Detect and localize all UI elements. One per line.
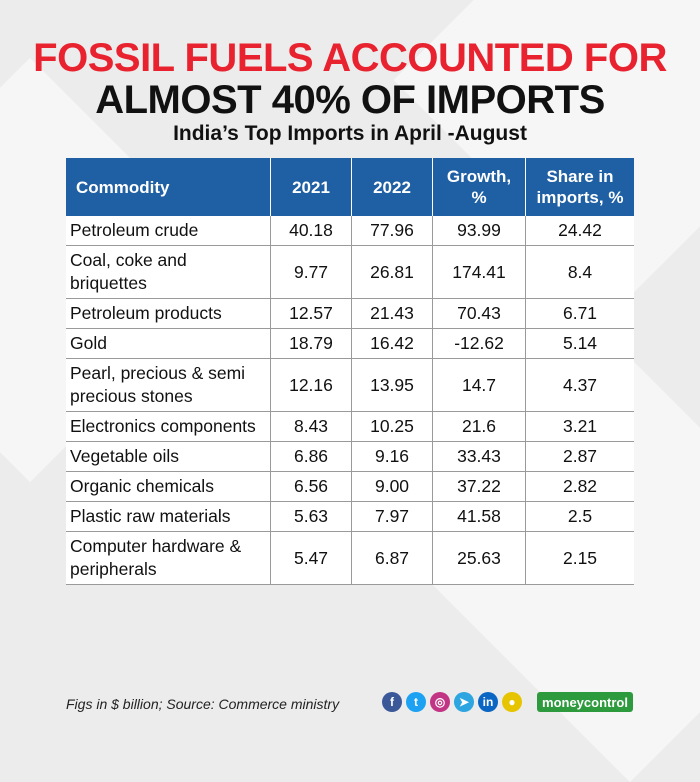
value-2022-cell: 16.42 xyxy=(351,328,433,359)
column-header-share: Share in imports, % xyxy=(525,158,634,216)
social-icons: f t ◎ ➤ in ● xyxy=(382,692,522,712)
share-cell: 24.42 xyxy=(525,216,634,246)
value-2022-cell: 77.96 xyxy=(351,216,433,246)
share-cell: 3.21 xyxy=(525,411,634,442)
growth-cell: 41.58 xyxy=(432,501,526,532)
growth-cell: 37.22 xyxy=(432,471,526,502)
table-row: Electronics components 8.43 10.25 21.6 3.21 xyxy=(66,411,634,442)
value-2022-cell: 9.00 xyxy=(351,471,433,502)
value-2022-cell: 13.95 xyxy=(351,358,433,412)
commodity-cell: Gold xyxy=(66,328,271,359)
title-line-1: FOSSIL FUELS ACCOUNTED FOR xyxy=(33,36,667,80)
imports-table: Commodity 2021 2022 Growth, % Share in i… xyxy=(66,158,634,585)
share-cell: 2.87 xyxy=(525,441,634,472)
table-row: Coal, coke and briquettes 9.77 26.81 174.41… xyxy=(66,245,634,299)
value-2021-cell: 6.56 xyxy=(270,471,352,502)
commodity-cell: Plastic raw materials xyxy=(66,501,271,532)
growth-cell: -12.62 xyxy=(432,328,526,359)
value-2021-cell: 12.16 xyxy=(270,358,352,412)
table-body: Petroleum crude 40.18 77.96 93.99 24.42 Coal,… xyxy=(66,216,634,585)
snapchat-icon[interactable]: ● xyxy=(502,692,522,712)
source-note: Figs in $ billion; Source: Commerce mini… xyxy=(66,696,340,712)
growth-cell: 21.6 xyxy=(432,411,526,442)
value-2021-cell: 18.79 xyxy=(270,328,352,359)
share-cell: 5.14 xyxy=(525,328,634,359)
value-2021-cell: 6.86 xyxy=(270,441,352,472)
column-header-2022: 2022 xyxy=(351,158,433,216)
table-row: Gold 18.79 16.42 -12.62 5.14 xyxy=(66,328,634,359)
growth-cell: 93.99 xyxy=(432,216,526,246)
column-header-commodity: Commodity xyxy=(66,158,271,216)
growth-cell: 33.43 xyxy=(432,441,526,472)
commodity-cell: Computer hardware & peripherals xyxy=(66,531,271,585)
growth-cell: 70.43 xyxy=(432,298,526,329)
value-2022-cell: 21.43 xyxy=(351,298,433,329)
value-2022-cell: 6.87 xyxy=(351,531,433,585)
linkedin-icon[interactable]: in xyxy=(478,692,498,712)
table-row: Organic chemicals 6.56 9.00 37.22 2.82 xyxy=(66,471,634,502)
instagram-icon[interactable]: ◎ xyxy=(430,692,450,712)
facebook-icon[interactable]: f xyxy=(382,692,402,712)
value-2021-cell: 40.18 xyxy=(270,216,352,246)
subtitle: India’s Top Imports in April -August xyxy=(173,122,527,145)
commodity-cell: Petroleum products xyxy=(66,298,271,329)
commodity-cell: Petroleum crude xyxy=(66,216,271,246)
table-row: Pearl, precious & semi precious stones 12… xyxy=(66,358,634,412)
growth-cell: 25.63 xyxy=(432,531,526,585)
share-cell: 6.71 xyxy=(525,298,634,329)
value-2022-cell: 9.16 xyxy=(351,441,433,472)
title-line-2: ALMOST 40% OF IMPORTS xyxy=(95,78,605,122)
moneycontrol-logo: moneycontrol xyxy=(537,692,633,712)
share-cell: 4.37 xyxy=(525,358,634,412)
value-2022-cell: 7.97 xyxy=(351,501,433,532)
twitter-icon[interactable]: t xyxy=(406,692,426,712)
growth-cell: 174.41 xyxy=(432,245,526,299)
share-cell: 2.82 xyxy=(525,471,634,502)
table-row: Petroleum products 12.57 21.43 70.43 6.71 xyxy=(66,298,634,329)
commodity-cell: Coal, coke and briquettes xyxy=(66,245,271,299)
table-row: Vegetable oils 6.86 9.16 33.43 2.87 xyxy=(66,441,634,472)
value-2022-cell: 10.25 xyxy=(351,411,433,442)
column-header-2021: 2021 xyxy=(270,158,352,216)
commodity-cell: Pearl, precious & semi precious stones xyxy=(66,358,271,412)
commodity-cell: Electronics components xyxy=(66,411,271,442)
table-row: Computer hardware & peripherals 5.47 6.87 2… xyxy=(66,531,634,585)
column-header-growth: Growth, % xyxy=(432,158,526,216)
share-cell: 2.5 xyxy=(525,501,634,532)
value-2021-cell: 12.57 xyxy=(270,298,352,329)
share-cell: 8.4 xyxy=(525,245,634,299)
value-2021-cell: 5.63 xyxy=(270,501,352,532)
value-2021-cell: 8.43 xyxy=(270,411,352,442)
telegram-icon[interactable]: ➤ xyxy=(454,692,474,712)
value-2021-cell: 9.77 xyxy=(270,245,352,299)
value-2021-cell: 5.47 xyxy=(270,531,352,585)
commodity-cell: Organic chemicals xyxy=(66,471,271,502)
commodity-cell: Vegetable oils xyxy=(66,441,271,472)
share-cell: 2.15 xyxy=(525,531,634,585)
growth-cell: 14.7 xyxy=(432,358,526,412)
table-header-row: Commodity 2021 2022 Growth, % Share in i… xyxy=(66,158,634,216)
table-row: Petroleum crude 40.18 77.96 93.99 24.42 xyxy=(66,216,634,246)
value-2022-cell: 26.81 xyxy=(351,245,433,299)
table-row: Plastic raw materials 5.63 7.97 41.58 2.5 xyxy=(66,501,634,532)
